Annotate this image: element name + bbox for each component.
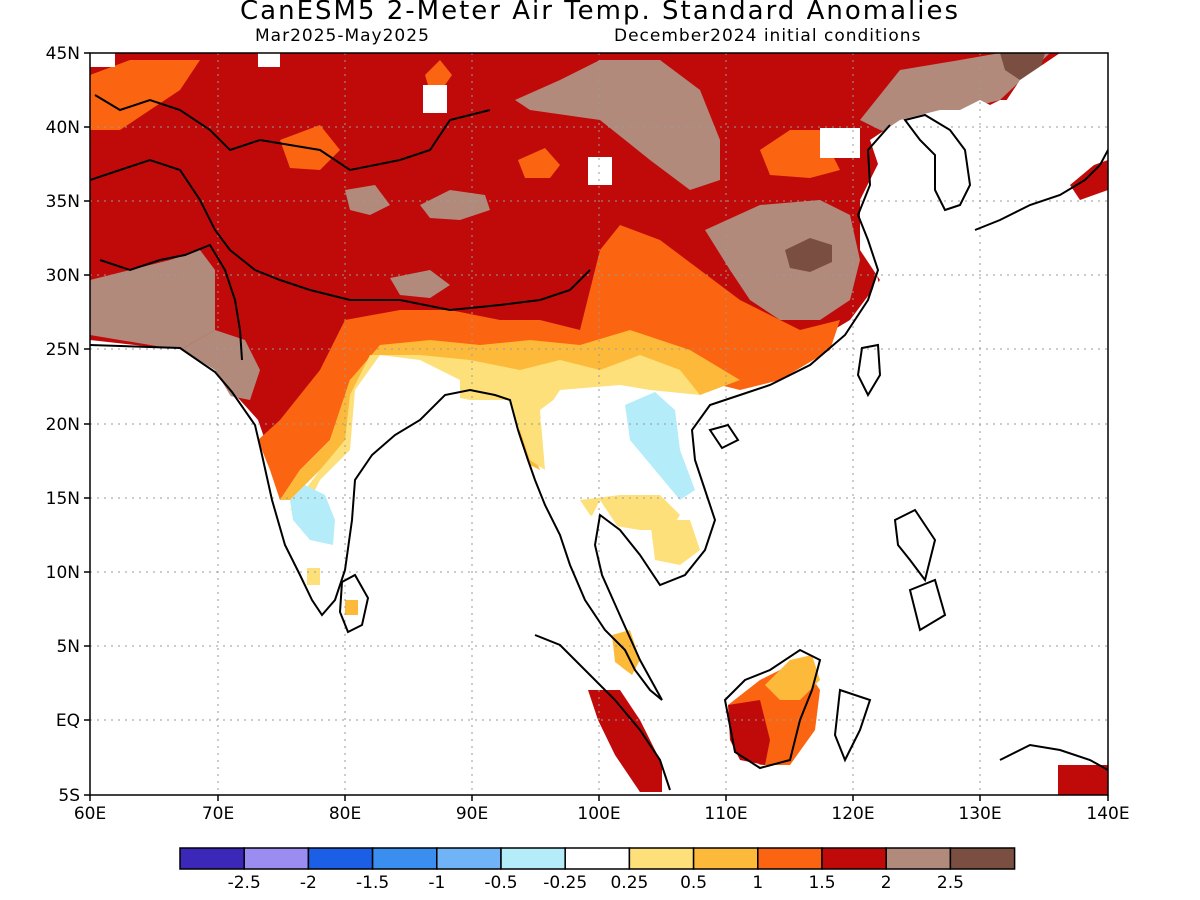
region-anomaly-eastchina — [705, 200, 860, 320]
colorbar-label: 1.5 — [808, 873, 835, 893]
colorbar-swatch — [821, 847, 887, 870]
missing-cell-e — [90, 53, 115, 67]
region-anomaly-dark — [785, 238, 832, 272]
lat-label: 5N — [56, 637, 80, 657]
axis-ticks — [84, 52, 1109, 801]
lat-label: 5S — [58, 786, 80, 806]
lon-label: 70E — [202, 804, 234, 824]
missing-cell-b — [423, 85, 447, 113]
colorbar-label: -0.5 — [484, 873, 517, 893]
colorbar-swatch — [692, 847, 759, 870]
colorbar-swatch — [885, 847, 952, 870]
colorbar-label: 1 — [752, 873, 763, 893]
lon-label: 140E — [1086, 804, 1129, 824]
colorbar-swatch — [564, 847, 631, 870]
lat-label: 25N — [46, 340, 80, 360]
colorbar-swatch — [500, 847, 566, 870]
lat-label: 35N — [46, 192, 80, 212]
colorbar-label: 2 — [881, 873, 892, 893]
region-anomaly-tibet-b — [345, 185, 390, 215]
region-anomaly-dark-ne — [1000, 53, 1045, 80]
anomaly-field-south — [307, 568, 820, 792]
region-neutral-indochina — [540, 385, 730, 560]
lat-label: 10N — [46, 563, 80, 583]
region-anomaly-tibet-c — [390, 270, 450, 298]
coastlines — [90, 94, 1108, 791]
lon-label: 60E — [74, 804, 106, 824]
region-moderate-srilanka — [345, 600, 358, 615]
colorbar-swatch — [757, 847, 823, 870]
colorbar-swatch — [179, 847, 245, 870]
region-anomaly-gujarat — [180, 330, 260, 400]
region-warm-spot-c — [518, 148, 560, 178]
colorbar-label: -2 — [300, 873, 317, 893]
colorbar-label: -1.5 — [356, 873, 389, 893]
graticule — [90, 53, 1108, 795]
colorbar-swatch — [949, 847, 1016, 870]
missing-cell-c — [588, 157, 612, 185]
colorbar-label: 0.5 — [680, 873, 707, 893]
colorbar-label: -2.5 — [228, 873, 261, 893]
colorbar-label: 0.25 — [610, 873, 648, 893]
colorbar-swatch — [243, 847, 310, 870]
missing-cell-a — [258, 53, 280, 67]
region-slight-india-tip — [307, 568, 320, 585]
region-very-warm-japan — [1070, 160, 1108, 200]
lon-label: 120E — [831, 804, 874, 824]
lon-label: 90E — [456, 804, 488, 824]
region-warm-spot-a — [90, 60, 200, 130]
lat-label: 45N — [46, 44, 80, 64]
region-slight-cambodia — [650, 520, 700, 565]
region-very-warm-borneo-top — [728, 700, 770, 765]
region-very-warm-png — [1058, 765, 1108, 795]
region-cool-laos — [625, 392, 695, 500]
region-very-warm-sumatra-top — [588, 690, 662, 792]
region-moderate-borneo-top — [765, 655, 820, 700]
lat-label: 20N — [46, 415, 80, 435]
lat-label: EQ — [56, 711, 80, 731]
missing-cell-d — [820, 128, 860, 158]
colorbar-swatch — [307, 847, 374, 870]
lat-labels: 45N 40N 35N 30N 25N 20N 15N 10N 5N EQ 5S — [46, 44, 80, 806]
colorbar-label: -0.25 — [543, 873, 587, 893]
colorbar-label: 2.5 — [937, 873, 964, 893]
lat-label: 30N — [46, 266, 80, 286]
colorbar-label: -1 — [428, 873, 445, 893]
ocean-mask — [90, 53, 1108, 795]
lat-label: 40N — [46, 118, 80, 138]
lon-label: 110E — [704, 804, 747, 824]
colorbar: -2.5 -2 -1.5 -1 -0.5 -0.25 0.25 0.5 1 1.5 2 2.5 — [179, 847, 1016, 893]
region-anomaly-pakistan — [90, 250, 215, 350]
colorbar-swatch — [628, 847, 695, 870]
lon-label: 130E — [958, 804, 1001, 824]
initial-conditions: December2024 initial conditions — [614, 26, 922, 46]
region-warm-spot-e — [425, 60, 452, 85]
map-title: CanESM5 2-Meter Air Temp. Standard Anoma… — [240, 0, 960, 26]
region-warm-southasia — [258, 225, 840, 500]
lon-label: 100E — [577, 804, 620, 824]
colorbar-swatch — [371, 847, 438, 870]
lat-label: 15N — [46, 489, 80, 509]
region-anomaly-tibet-a — [420, 190, 490, 220]
lon-label: 80E — [329, 804, 361, 824]
region-anomaly-tarim — [515, 60, 720, 190]
colorbar-swatch — [436, 847, 502, 870]
forecast-period: Mar2025-May2025 — [255, 26, 430, 46]
lon-labels: 60E 70E 80E 90E 100E 110E 120E 130E 140E — [74, 804, 1130, 824]
region-cool-india — [290, 485, 335, 545]
